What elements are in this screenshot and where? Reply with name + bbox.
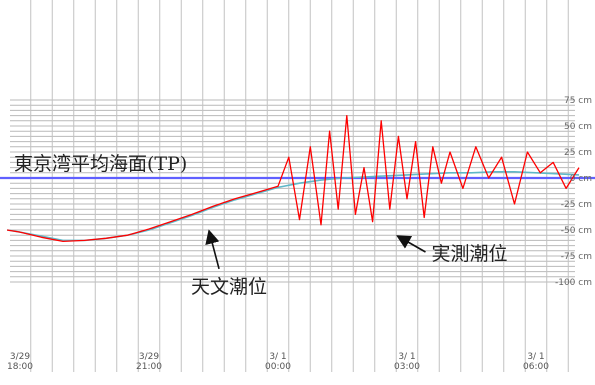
y-tick-labels: 75 cm 50 cm 25 cm 0 cm -25 cm -50 cm -75 cm -10…	[555, 96, 592, 288]
y-tick-label: -75 cm	[561, 252, 592, 262]
y-tick-label: -50 cm	[561, 226, 592, 236]
x-tick-time: 06:00	[523, 362, 549, 372]
annotations: 天文潮位 実測潮位	[191, 231, 507, 298]
grid	[10, 0, 575, 372]
annotation-observed-tide: 実測潮位	[432, 243, 508, 265]
annotation-arrow-observed	[398, 236, 426, 252]
y-tick-label: 25 cm	[564, 148, 592, 158]
x-tick-date: 3/ 1	[269, 352, 286, 362]
y-tick-label: 75 cm	[564, 96, 592, 106]
x-tick-time: 18:00	[7, 362, 33, 372]
x-tick-date: 3/29	[139, 352, 159, 362]
x-tick-time: 00:00	[265, 362, 291, 372]
x-tick-time: 21:00	[136, 362, 162, 372]
y-tick-label: -100 cm	[555, 278, 592, 288]
y-tick-label: 50 cm	[564, 122, 592, 132]
annotation-arrow-astronomical	[209, 231, 219, 269]
y-tick-label: -25 cm	[561, 200, 592, 210]
x-tick-date: 3/ 1	[527, 352, 544, 362]
x-tick-time: 03:00	[394, 362, 420, 372]
x-tick-date: 3/29	[10, 352, 30, 362]
x-tick-date: 3/ 1	[398, 352, 415, 362]
annotation-astronomical-tide: 天文潮位	[191, 276, 267, 298]
y-tick-label: 0 cm	[570, 174, 592, 184]
reference-line-label: 東京湾平均海面(TP)	[14, 153, 187, 175]
